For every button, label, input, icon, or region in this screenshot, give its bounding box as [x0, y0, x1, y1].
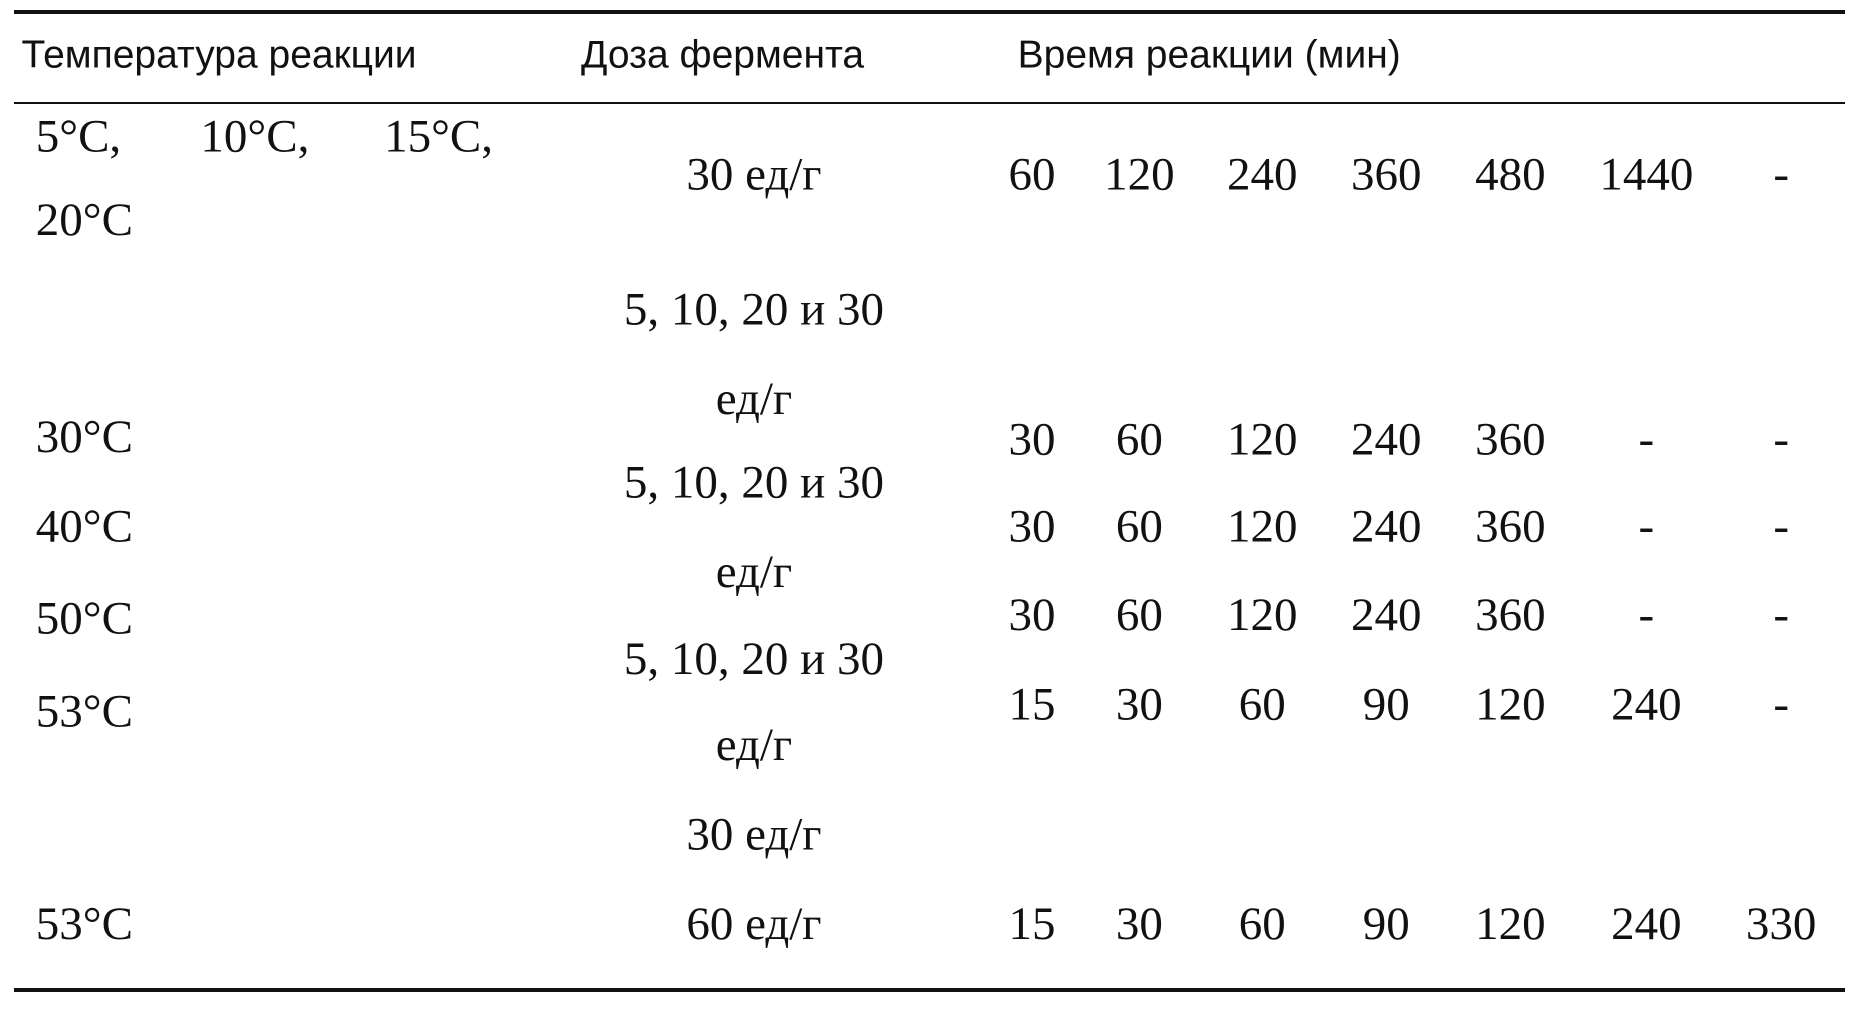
temperature: 40°C [36, 501, 133, 553]
temperature: 20°C [36, 194, 133, 246]
time-cell: - [1773, 501, 1789, 553]
dose: 5, 10, 20 и 30 [624, 633, 884, 685]
time-cell: 480 [1475, 149, 1546, 201]
time-cell: 240 [1611, 678, 1682, 730]
table: Температура реакции Доза фермента Время ре… [0, 0, 1855, 1018]
time-cell: 30 [1116, 678, 1163, 730]
time-cell: 240 [1351, 589, 1422, 641]
time-cell: 60 [1116, 501, 1163, 553]
dose: 30 ед/г [686, 808, 821, 860]
dose: 30 ед/г [686, 149, 821, 201]
time-cell: 120 [1227, 501, 1298, 553]
dose: ед/г [716, 719, 793, 771]
time-cell: 240 [1611, 898, 1682, 950]
time-cell: - [1773, 678, 1789, 730]
dose: 5, 10, 20 и 30 [624, 284, 884, 336]
header-cell: Доза фермента [581, 34, 864, 77]
dose: ед/г [716, 373, 793, 425]
temperature: 10°C, [200, 111, 309, 163]
time-cell: 15 [1008, 898, 1055, 950]
time-cell: 15 [1008, 678, 1055, 730]
time-cell: - [1773, 589, 1789, 641]
time-cell: - [1639, 414, 1655, 466]
time-cell: 360 [1475, 501, 1546, 553]
time-cell: - [1639, 501, 1655, 553]
time-cell: 60 [1116, 589, 1163, 641]
header-cell: Температура реакции [21, 34, 416, 77]
time-cell: 30 [1008, 414, 1055, 466]
time-cell: 360 [1475, 414, 1546, 466]
time-cell: 30 [1008, 589, 1055, 641]
time-cell: - [1639, 589, 1655, 641]
temperature: 50°C [36, 593, 133, 645]
time-cell: 60 [1239, 898, 1286, 950]
temperature: 53°C [36, 686, 133, 738]
temperature: 53°C [36, 898, 133, 950]
dose: 5, 10, 20 и 30 [624, 457, 884, 509]
time-cell: 90 [1363, 898, 1410, 950]
time-cell: 360 [1475, 589, 1546, 641]
time-cell: 240 [1227, 149, 1298, 201]
time-cell: 1440 [1599, 149, 1693, 201]
temperature: 5°C, [36, 111, 121, 163]
time-cell: 90 [1363, 678, 1410, 730]
time-cell: 120 [1475, 678, 1546, 730]
time-cell: 240 [1351, 501, 1422, 553]
dose: 60 ед/г [686, 898, 821, 950]
temperature: 15°C, [384, 111, 493, 163]
time-cell: 120 [1104, 149, 1175, 201]
time-cell: 60 [1239, 678, 1286, 730]
time-cell: 60 [1116, 414, 1163, 466]
time-cell: 240 [1351, 414, 1422, 466]
header-cell: Время реакции (мин) [1018, 34, 1401, 77]
time-cell: 330 [1746, 898, 1817, 950]
time-cell: 360 [1351, 149, 1422, 201]
time-cell: - [1773, 414, 1789, 466]
time-cell: 120 [1475, 898, 1546, 950]
time-cell: - [1773, 149, 1789, 201]
time-cell: 30 [1116, 898, 1163, 950]
time-cell: 120 [1227, 414, 1298, 466]
time-cell: 30 [1008, 501, 1055, 553]
temperature: 30°C [36, 411, 133, 463]
time-cell: 120 [1227, 589, 1298, 641]
time-cell: 60 [1008, 149, 1055, 201]
dose: ед/г [716, 546, 793, 598]
